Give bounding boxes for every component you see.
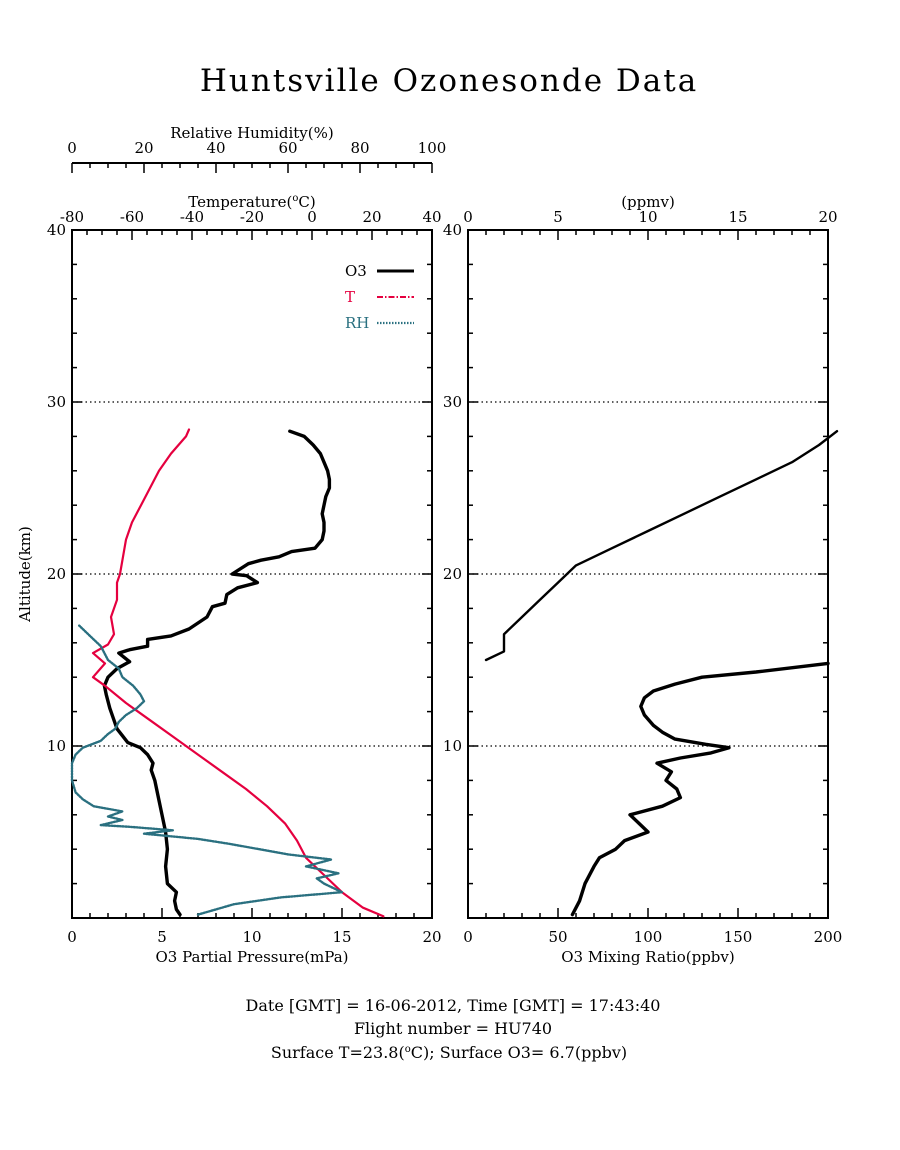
ppmv-tick-label: 10 (638, 208, 657, 226)
o3-pressure-tick-label: 10 (242, 928, 261, 946)
temperature-axis-label: Temperature(oC) (188, 193, 316, 211)
legend: O3 T RH (345, 262, 414, 332)
temperature-tick-label: 0 (307, 208, 317, 226)
o3-pressure-axis-label: O3 Partial Pressure(mPa) (155, 948, 348, 966)
left-grid (72, 401, 432, 747)
left-y-tick-label: 30 (47, 393, 66, 411)
o3-pressure-tick-label: 15 (332, 928, 351, 946)
legend-label-rh: RH (345, 314, 369, 332)
temperature-tick-label: -20 (240, 208, 264, 226)
temperature-label-a: Temperature( (188, 193, 292, 211)
o3-pressure-tick-label: 0 (67, 928, 77, 946)
temperature-label-c: C) (298, 193, 315, 211)
o3-mixing-tick-label: 200 (814, 928, 843, 946)
o3-mixing-tick-label: 0 (463, 928, 473, 946)
footer-flight-line: Flight number = HU740 (354, 1019, 552, 1038)
series-rh-line (70, 624, 344, 916)
ppmv-axis-label: (ppmv) (621, 193, 675, 211)
right-y-tick-label: 40 (443, 221, 462, 239)
temperature-tick-label: 20 (362, 208, 381, 226)
o3-pressure-tick-label: 20 (422, 928, 441, 946)
series-t-line (91, 428, 385, 918)
series-o3-mixing-line (570, 661, 830, 917)
o3-mixing-tick-label: 50 (548, 928, 567, 946)
temperature-tick-label: -40 (180, 208, 204, 226)
humidity-tick-label: 60 (278, 139, 297, 157)
left-panel: 10 20 30 40 0 5 10 15 20 -80 -60 -40 -20 0 20 40 0 20 40 60… (16, 124, 446, 966)
left-y-tick-label: 40 (47, 221, 66, 239)
left-ticks: 10 20 30 40 0 5 10 15 20 -80 -60 -40 -20 0 20 40 0 20 40 60… (47, 139, 446, 946)
left-y-tick-label: 10 (47, 737, 66, 755)
altitude-axis-label: Altitude(km) (16, 526, 34, 623)
o3-pressure-tick-label: 5 (157, 928, 167, 946)
footer-surface-line: Surface T=23.8(oC); Surface O3= 6.7(ppbv… (271, 1043, 627, 1062)
footer-surface-sup: o (405, 1044, 411, 1055)
legend-label-t: T (345, 288, 355, 306)
humidity-tick-label: 20 (134, 139, 153, 157)
footer: Date [GMT] = 16-06-2012, Time [GMT] = 17… (246, 996, 661, 1062)
humidity-axis-label: Relative Humidity(%) (170, 124, 333, 142)
footer-surface-a: Surface T=23.8( (271, 1043, 405, 1062)
ppmv-tick-label: 5 (553, 208, 563, 226)
legend-label-o3: O3 (345, 262, 367, 280)
ppmv-tick-label: 15 (728, 208, 747, 226)
left-series (70, 428, 385, 918)
temperature-tick-label: 40 (422, 208, 441, 226)
o3-mixing-tick-label: 100 (634, 928, 663, 946)
footer-date-line: Date [GMT] = 16-06-2012, Time [GMT] = 17… (246, 996, 661, 1015)
o3-mixing-tick-label: 150 (724, 928, 753, 946)
o3-mixing-axis-label: O3 Mixing Ratio(ppbv) (561, 948, 734, 966)
series-o3-line (102, 429, 332, 917)
humidity-tick-label: 0 (67, 139, 77, 157)
humidity-tick-label: 40 (206, 139, 225, 157)
footer-surface-c: C); Surface O3= 6.7(ppbv) (411, 1043, 627, 1062)
temperature-tick-label: -60 (120, 208, 144, 226)
right-grid (468, 401, 828, 747)
right-y-tick-label: 10 (443, 737, 462, 755)
ppmv-tick-label: 20 (818, 208, 837, 226)
chart-title: Huntsville Ozonesonde Data (200, 63, 698, 99)
temperature-tick-label: -80 (60, 208, 84, 226)
left-y-tick-label: 20 (47, 565, 66, 583)
humidity-tick-label: 80 (350, 139, 369, 157)
right-series (484, 430, 839, 917)
right-y-tick-label: 30 (443, 393, 462, 411)
humidity-tick-label: 100 (418, 139, 447, 157)
ppmv-tick-label: 0 (463, 208, 473, 226)
series-o3-ppmv-line (484, 430, 839, 662)
temperature-label-sup: o (292, 193, 298, 204)
right-y-tick-label: 20 (443, 565, 462, 583)
